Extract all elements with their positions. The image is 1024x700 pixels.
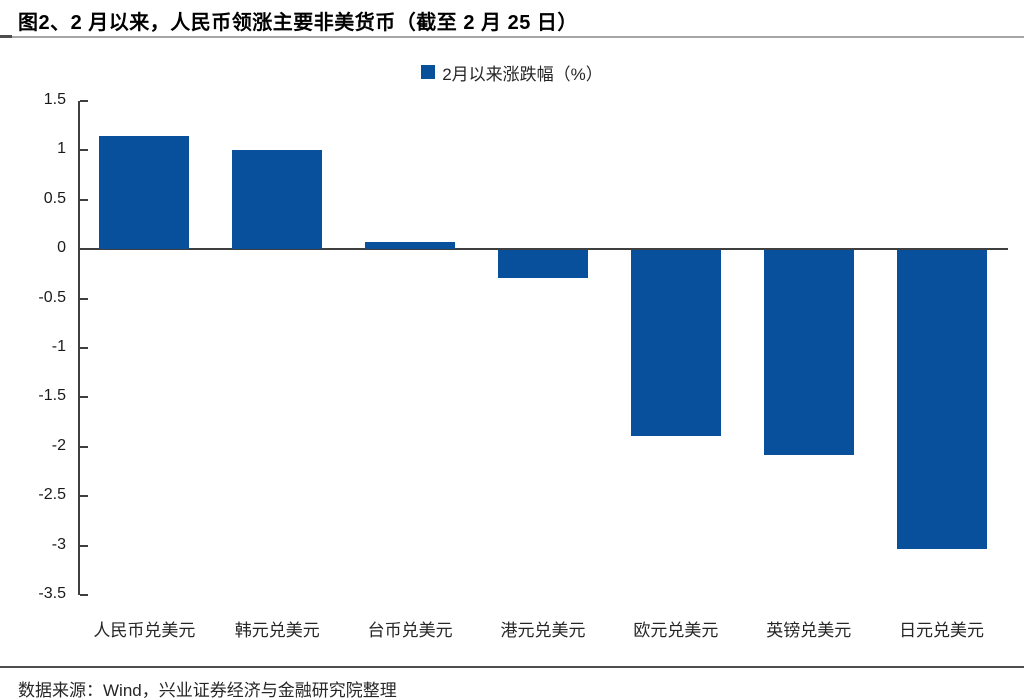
legend-label: 2月以来涨跌幅（%） bbox=[442, 64, 603, 84]
footer-divider bbox=[0, 666, 1024, 668]
y-tick-label: -3 bbox=[51, 535, 66, 553]
x-category-label: 港元兑美元 bbox=[500, 621, 586, 640]
y-axis-tick bbox=[80, 198, 88, 201]
y-axis-tick bbox=[80, 594, 88, 596]
x-category-label: 欧元兑美元 bbox=[633, 621, 719, 640]
y-tick-label: 1.5 bbox=[43, 91, 66, 108]
y-axis-tick bbox=[80, 149, 88, 152]
y-axis-tick bbox=[80, 495, 88, 498]
y-tick-label: 0 bbox=[57, 239, 66, 257]
title-divider bbox=[0, 36, 1024, 38]
bar-6 bbox=[763, 250, 854, 455]
y-axis-tick bbox=[80, 297, 88, 300]
y-tick-label: -1.5 bbox=[38, 387, 66, 405]
y-tick-label: -2.5 bbox=[38, 486, 66, 504]
x-axis-labels: 人民币兑美元 韩元兑美元 台币兑美元 港元兑美元 欧元兑美元 英镑兑美元 日元兑美元 bbox=[78, 616, 1008, 640]
bar-7 bbox=[896, 250, 987, 549]
y-axis-tick bbox=[80, 347, 88, 349]
plot-area bbox=[78, 100, 1008, 596]
x-category-label: 台币兑美元 bbox=[367, 621, 453, 640]
bar-2 bbox=[232, 150, 323, 250]
x-category-label: 人民币兑美元 bbox=[93, 621, 196, 640]
y-tick-label: 1 bbox=[57, 140, 66, 158]
bar-5 bbox=[630, 250, 721, 436]
y-tick-label: -0.5 bbox=[38, 288, 66, 306]
x-category-label: 韩元兑美元 bbox=[234, 621, 320, 640]
y-axis-tick bbox=[80, 445, 88, 448]
x-category-label: 英镑兑美元 bbox=[766, 621, 852, 640]
y-tick-label: -1 bbox=[51, 338, 66, 355]
figure-title: 图2、2 月以来，人民币领涨主要非美货币（截至 2 月 25 日） bbox=[18, 12, 578, 34]
bar-4 bbox=[498, 250, 588, 278]
x-category-label: 日元兑美元 bbox=[899, 621, 985, 640]
y-axis-tick bbox=[80, 396, 88, 399]
source-note: 数据来源：Wind，兴业证券经济与金融研究院整理 bbox=[18, 681, 397, 700]
y-axis-tick bbox=[80, 544, 88, 547]
bar-3 bbox=[365, 242, 456, 250]
y-axis-labels: 1.5 1 0.5 0 -0.5 -1 -1.5 -2 -2.5 -3 -3.5 bbox=[0, 0, 68, 700]
legend-swatch-icon bbox=[421, 65, 436, 79]
y-tick-label: -3.5 bbox=[38, 585, 66, 602]
zero-baseline bbox=[80, 248, 1008, 251]
bar-1 bbox=[99, 135, 190, 250]
y-tick-label: -2 bbox=[51, 436, 66, 454]
chart-legend: 2月以来涨跌幅（%） bbox=[0, 61, 1024, 84]
title-divider-cap bbox=[0, 35, 12, 38]
y-tick-label: 0.5 bbox=[43, 189, 66, 207]
y-axis-tick bbox=[80, 100, 88, 102]
